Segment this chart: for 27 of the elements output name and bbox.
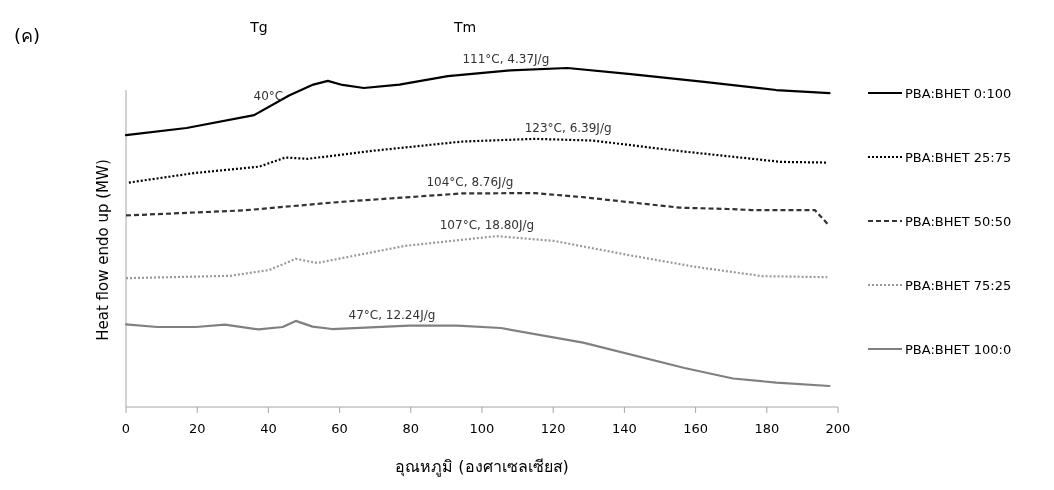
x-tick-label: 80 bbox=[402, 421, 420, 436]
annotation: 40°C bbox=[253, 88, 284, 103]
annotation: 123°C, 6.39J/g bbox=[524, 121, 612, 136]
annotation: 107°C, 18.80J/g bbox=[439, 218, 535, 233]
x-tick-label: 200 bbox=[825, 421, 851, 436]
annotation: 111°C, 4.37J/g bbox=[462, 52, 550, 67]
legend-label: PBA:BHET 25:75 bbox=[905, 150, 1012, 165]
legend-label: PBA:BHET 0:100 bbox=[905, 86, 1012, 101]
x-axis-title: อุณหภูมิ (องศาเซลเซียส) bbox=[395, 457, 569, 477]
text: Tg bbox=[249, 19, 268, 35]
legend-label: PBA:BHET 75:25 bbox=[905, 278, 1012, 293]
annotation: 47°C, 12.24J/g bbox=[348, 307, 436, 322]
chart-title: (ค) bbox=[14, 25, 41, 46]
x-tick-label: 120 bbox=[540, 421, 566, 436]
y-axis-title: Heat flow endo up (MW) bbox=[94, 159, 112, 341]
legend-label: PBA:BHET 100:0 bbox=[905, 342, 1012, 357]
x-tick-label: 20 bbox=[188, 421, 206, 436]
x-tick-label: 40 bbox=[260, 421, 277, 436]
x-tick-label: 160 bbox=[683, 421, 709, 436]
annotation: 104°C, 8.76J/g bbox=[426, 175, 514, 190]
x-tick-label: 140 bbox=[611, 421, 637, 436]
x-tick-label: 180 bbox=[754, 421, 780, 436]
x-tick-label: 60 bbox=[331, 421, 348, 436]
legend-label: PBA:BHET 50:50 bbox=[905, 214, 1012, 229]
x-tick-label: 0 bbox=[121, 421, 131, 436]
x-tick-label: 100 bbox=[469, 421, 495, 436]
text: Tm bbox=[452, 19, 477, 35]
